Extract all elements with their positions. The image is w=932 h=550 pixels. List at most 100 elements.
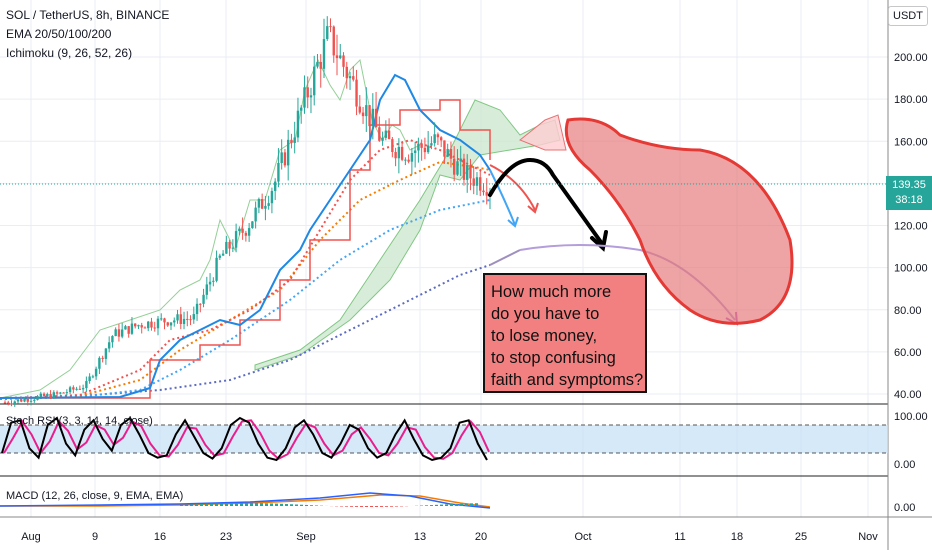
candle-body (10, 403, 13, 405)
candle-body (234, 231, 238, 248)
candle-body (313, 66, 316, 96)
time-tick-label: 9 (92, 531, 98, 543)
candle-body (59, 392, 62, 394)
candle-body (251, 221, 254, 229)
ema-100-line (0, 199, 491, 400)
macd-line (0, 492, 491, 509)
currency-button[interactable]: USDT (888, 6, 928, 26)
candle-body (257, 199, 261, 208)
candle-body (316, 61, 319, 67)
macd-histogram-bar (365, 506, 368, 507)
ichimoku-legend[interactable]: Ichimoku (9, 26, 52, 26) (6, 46, 133, 60)
candle-body (329, 26, 332, 28)
candle-body (215, 257, 218, 281)
candle-body (286, 139, 290, 166)
macd-histogram-bar (345, 506, 348, 507)
bar-countdown: 38:18 (895, 194, 923, 206)
candle-body (368, 105, 371, 127)
last-price-value: 139.35 (892, 179, 926, 191)
candle-body (443, 140, 446, 157)
candle-body (394, 151, 397, 159)
candle-body (212, 280, 215, 282)
candle-body (449, 149, 453, 159)
macd-histogram-bar (380, 506, 383, 507)
macd-histogram-bar (265, 503, 268, 506)
candle-body (296, 110, 300, 138)
macd-histogram-bar (395, 506, 398, 507)
candle-body (179, 314, 182, 325)
candle-body (407, 159, 410, 162)
stoch-rsi-legend[interactable]: Stoch RSI (3, 3, 14, 14, close) (6, 415, 153, 427)
candle-body (404, 159, 407, 161)
candle-body (91, 376, 95, 378)
stoch-tick-100: 100.00 (894, 411, 928, 423)
candle-body (319, 61, 322, 69)
macd-histogram-bar (200, 504, 203, 506)
annotation-note[interactable]: How much more do you have to to lose mon… (483, 273, 647, 393)
candle-body (355, 79, 358, 107)
candle-body (23, 398, 26, 402)
candle-body (342, 55, 345, 67)
candle-body (309, 95, 313, 98)
time-tick-label: 25 (795, 531, 807, 543)
candle-body (384, 130, 388, 138)
annotation-line: do you have to (491, 305, 600, 323)
candle-body (120, 329, 124, 337)
candle-body (176, 314, 179, 321)
candle-body (36, 396, 39, 400)
macd-histogram-bar (290, 504, 293, 506)
candle-body (26, 398, 29, 402)
candle-body (400, 146, 404, 160)
candle-body (225, 241, 228, 254)
candle-body (182, 318, 186, 325)
candle-body (283, 152, 287, 166)
ema-legend[interactable]: EMA 20/50/100/200 (6, 27, 112, 41)
ichimoku-conversion-line (0, 73, 491, 399)
macd-histogram-bar (270, 503, 273, 506)
candle-body (3, 402, 7, 404)
candle-body (192, 314, 195, 320)
last-price-tag: 139.35 38:18 (886, 176, 932, 210)
forecast-arrow-black (488, 157, 605, 247)
candle-body (446, 149, 449, 157)
macd-histogram-bar (450, 504, 453, 506)
time-axis[interactable]: Aug 9 16 23 Sep 13 20 Oct 11 18 25 Nov (21, 531, 878, 543)
candle-body (391, 139, 394, 152)
macd-histogram-bar (240, 503, 243, 506)
time-tick-label: Nov (858, 531, 878, 543)
candle-body (397, 146, 401, 159)
candle-body (49, 394, 52, 399)
candle-body (68, 387, 72, 393)
macd-histogram-bar (305, 504, 308, 506)
macd-histogram-bar (260, 503, 263, 506)
macd-histogram-bar (470, 503, 473, 506)
macd-legend[interactable]: MACD (12, 26, close, 9, EMA, EMA) (6, 490, 184, 502)
candle-body (426, 145, 430, 153)
candle-body (290, 139, 293, 143)
macd-histogram-bar (375, 506, 378, 507)
price-axis[interactable]: 200.00180.00160.00140.00120.00100.0080.0… (894, 52, 928, 401)
macd-histogram-bar (180, 505, 183, 506)
candle-body (238, 228, 241, 232)
candle-body (169, 322, 173, 326)
candle-body (306, 87, 309, 98)
candle-body (361, 112, 365, 117)
macd-histogram-bar (205, 503, 208, 506)
symbol-title[interactable]: SOL / TetherUS, 8h, BINANCE (6, 8, 170, 22)
candle-body (20, 399, 23, 402)
candle-body (231, 247, 235, 249)
ichimoku-cloud-bear (519, 114, 567, 151)
forecast-arrow-blue (489, 169, 516, 226)
time-tick-label: 23 (220, 531, 232, 543)
forecast-arrowhead-black (590, 230, 608, 252)
macd-histogram-bar (315, 505, 318, 506)
candle-body (81, 388, 85, 390)
candle-body (436, 134, 440, 138)
candle-body (423, 147, 427, 153)
candle-body (94, 368, 98, 377)
macd-histogram-bar (275, 503, 278, 506)
macd-histogram-bar (455, 503, 458, 506)
candle-body (482, 190, 485, 193)
